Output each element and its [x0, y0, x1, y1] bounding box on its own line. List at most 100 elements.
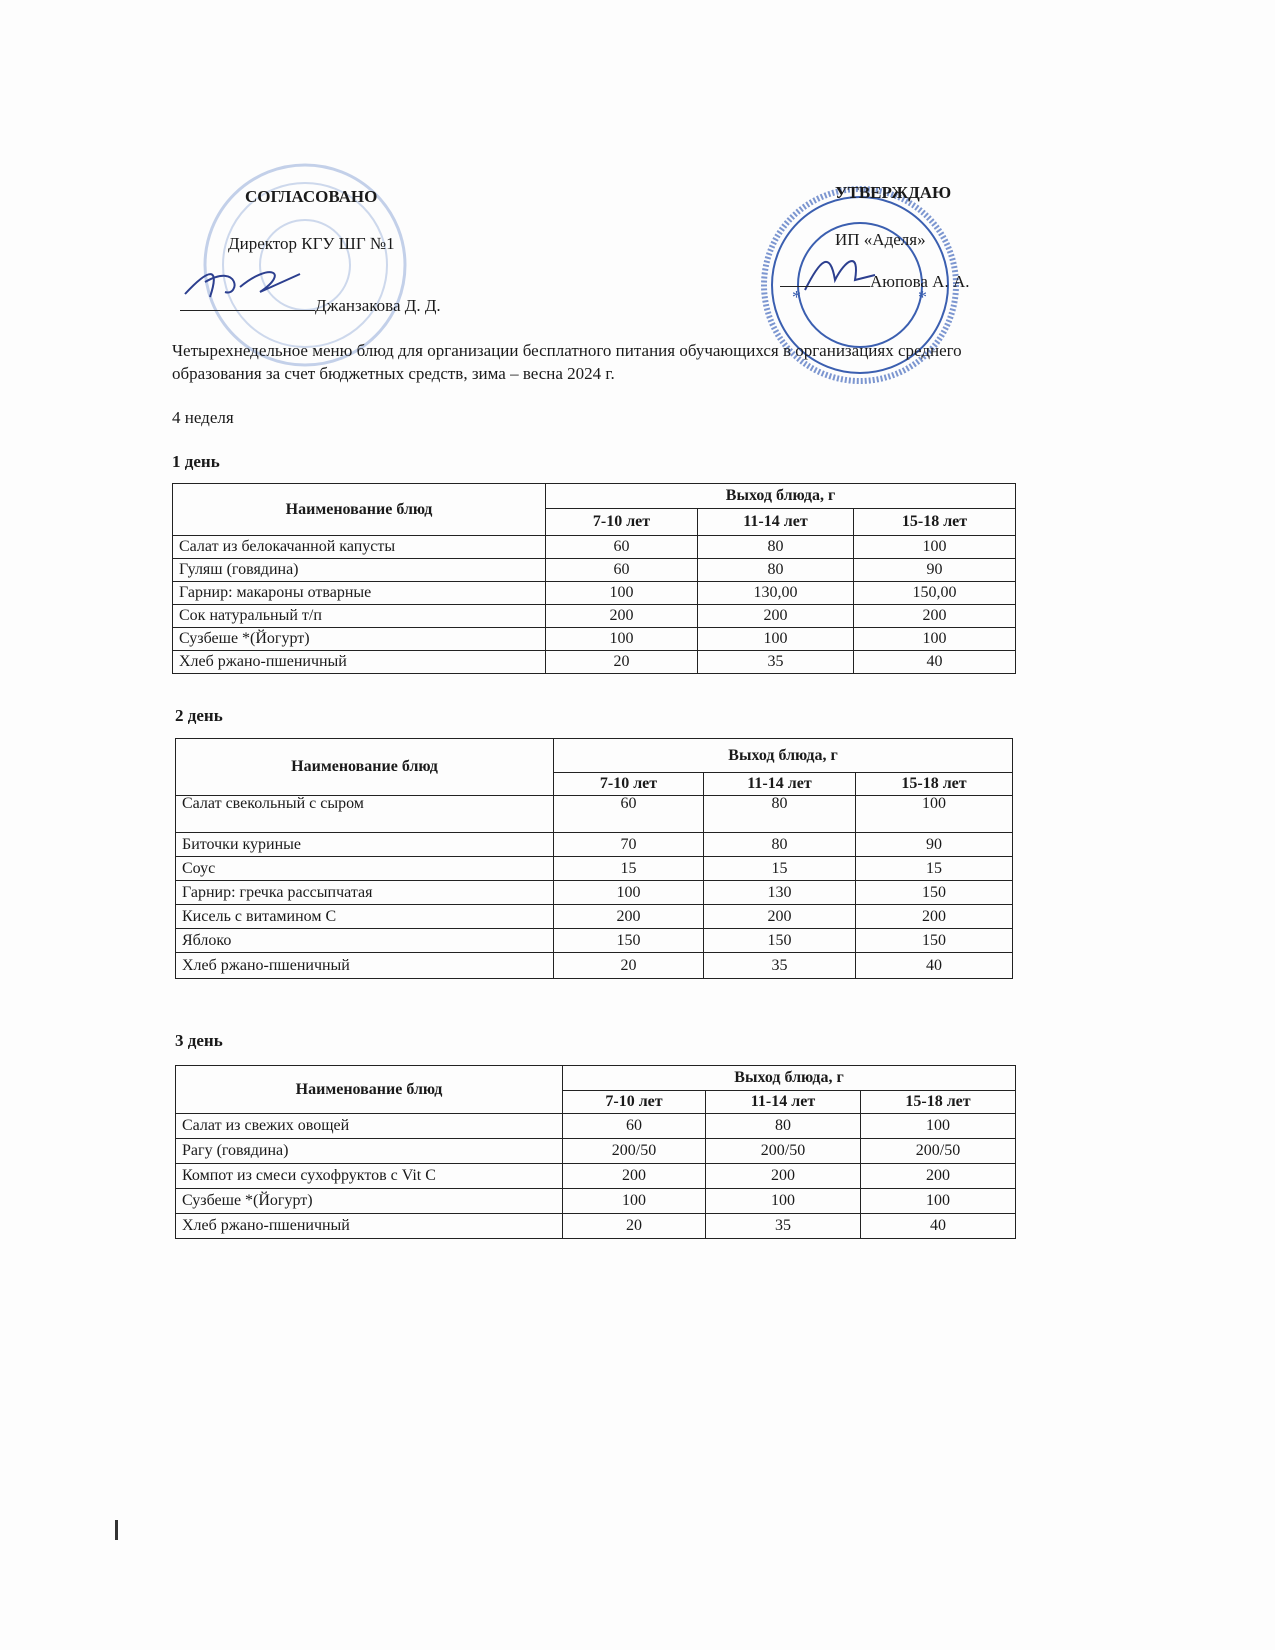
yield-cell: 60: [545, 558, 698, 582]
yield-cell: 100: [853, 627, 1016, 651]
dish-name-cell: Кисель с витамином С: [175, 904, 554, 929]
yield-cell: 100: [855, 795, 1013, 833]
yield-cell: 60: [553, 795, 704, 833]
header-dish-name: Наименование блюд: [175, 738, 554, 796]
dish-name-cell: Гарнир: гречка рассыпчатая: [175, 880, 554, 905]
signature-line-left: Джанзакова Д. Д.: [180, 296, 441, 316]
day-label: 2 день: [175, 706, 223, 725]
dish-name-cell: Рагу (говядина): [175, 1138, 563, 1164]
yield-cell: 100: [562, 1188, 706, 1214]
yield-cell: 80: [697, 558, 854, 582]
menu-table: Наименование блюд Выход блюда, г 7-10 лет 1…: [172, 483, 1016, 674]
table-row: Хлеб ржано-пшеничный 20 35 40: [175, 952, 1013, 979]
day-label: 3 день: [175, 1031, 223, 1050]
menu-table: Наименование блюд Выход блюда, г 7-10 лет 1…: [175, 1065, 1016, 1239]
dish-name-cell: Хлеб ржано-пшеничный: [175, 1213, 563, 1239]
dish-name-cell: Сузбеше *(Йогурт): [175, 1188, 563, 1214]
dish-name-cell: Хлеб ржано-пшеничный: [175, 952, 554, 979]
yield-cell: 150: [855, 880, 1013, 905]
yield-cell: 100: [697, 627, 854, 651]
approved-left-signer: Джанзакова Д. Д.: [315, 296, 441, 315]
day-label: 1 день: [172, 452, 220, 471]
header-age-group: 11-14 лет: [703, 772, 856, 796]
dish-name-cell: Яблоко: [175, 928, 554, 953]
header-age-group: 15-18 лет: [860, 1090, 1016, 1114]
yield-cell: 35: [703, 952, 856, 979]
yield-cell: 200: [855, 904, 1013, 929]
yield-cell: 200: [545, 604, 698, 628]
yield-cell: 40: [853, 650, 1016, 674]
table-row: Рагу (говядина) 200/50 200/50 200/50: [175, 1138, 1016, 1164]
yield-cell: 90: [853, 558, 1016, 582]
yield-cell: 80: [703, 832, 856, 857]
dish-name-cell: Сок натуральный т/п: [172, 604, 546, 628]
yield-cell: 100: [545, 627, 698, 651]
yield-cell: 20: [545, 650, 698, 674]
dish-name-cell: Сузбеше *(Йогурт): [172, 627, 546, 651]
table-row: Сузбеше *(Йогурт) 100 100 100: [172, 627, 1016, 651]
yield-cell: 40: [860, 1213, 1016, 1239]
header-age-group: 11-14 лет: [697, 508, 854, 536]
yield-cell: 90: [855, 832, 1013, 857]
yield-cell: 80: [703, 795, 856, 833]
table-row: Хлеб ржано-пшеничный 20 35 40: [175, 1213, 1016, 1239]
approved-right-signer: Аюпова А. А.: [870, 272, 970, 291]
header-yield: Выход блюда, г: [562, 1065, 1016, 1091]
yield-cell: 150: [553, 928, 704, 953]
yield-cell: 100: [553, 880, 704, 905]
header-yield: Выход блюда, г: [545, 483, 1016, 509]
header-age-group: 15-18 лет: [855, 772, 1013, 796]
header-age-group: 7-10 лет: [562, 1090, 706, 1114]
yield-cell: 200/50: [562, 1138, 706, 1164]
yield-cell: 100: [860, 1188, 1016, 1214]
table-row: Сок натуральный т/п 200 200 200: [172, 604, 1016, 628]
yield-cell: 80: [697, 535, 854, 559]
approved-right-title: УТВЕРЖДАЮ: [835, 183, 952, 202]
dish-name-cell: Соус: [175, 856, 554, 881]
table-row: Кисель с витамином С 200 200 200: [175, 904, 1013, 929]
yield-cell: 200: [553, 904, 704, 929]
dish-name-cell: Биточки куриные: [175, 832, 554, 857]
yield-cell: 15: [553, 856, 704, 881]
table-row: Биточки куриные 70 80 90: [175, 832, 1013, 857]
yield-cell: 80: [705, 1113, 861, 1139]
yield-cell: 200: [853, 604, 1016, 628]
yield-cell: 200: [562, 1163, 706, 1189]
dish-name-cell: Компот из смеси сухофруктов с Vit C: [175, 1163, 563, 1189]
table-row: Салат из белокачанной капусты 60 80 100: [172, 535, 1016, 559]
menu-table: Наименование блюд Выход блюда, г 7-10 лет 1…: [175, 738, 1013, 979]
yield-cell: 15: [703, 856, 856, 881]
yield-cell: 100: [853, 535, 1016, 559]
yield-cell: 60: [562, 1113, 706, 1139]
scan-edge-mark: [115, 1520, 118, 1540]
header-age-group: 11-14 лет: [705, 1090, 861, 1114]
table-row: Гарнир: макароны отварные 100 130,00 150,00: [172, 581, 1016, 605]
table-row: Соус 15 15 15: [175, 856, 1013, 881]
dish-name-cell: Салат свекольный с сыром: [175, 795, 554, 833]
yield-cell: 100: [545, 581, 698, 605]
yield-cell: 35: [705, 1213, 861, 1239]
dish-name-cell: Салат из свежих овощей: [175, 1113, 563, 1139]
approved-right-position: ИП «Аделя»: [835, 230, 926, 249]
yield-cell: 40: [855, 952, 1013, 979]
yield-cell: 15: [855, 856, 1013, 881]
table-row: Хлеб ржано-пшеничный 20 35 40: [172, 650, 1016, 674]
yield-cell: 150,00: [853, 581, 1016, 605]
dish-name-cell: Гуляш (говядина): [172, 558, 546, 582]
header-dish-name: Наименование блюд: [172, 483, 546, 536]
dish-name-cell: Салат из белокачанной капусты: [172, 535, 546, 559]
yield-cell: 130,00: [697, 581, 854, 605]
yield-cell: 20: [553, 952, 704, 979]
header-age-group: 15-18 лет: [853, 508, 1016, 536]
yield-cell: 200: [860, 1163, 1016, 1189]
yield-cell: 70: [553, 832, 704, 857]
table-row: Гуляш (говядина) 60 80 90: [172, 558, 1016, 582]
document-title-line-1: Четырехнедельное меню блюд для организац…: [172, 341, 962, 360]
yield-cell: 150: [855, 928, 1013, 953]
yield-cell: 200: [697, 604, 854, 628]
yield-cell: 100: [860, 1113, 1016, 1139]
yield-cell: 35: [697, 650, 854, 674]
header-age-group: 7-10 лет: [553, 772, 704, 796]
yield-cell: 20: [562, 1213, 706, 1239]
